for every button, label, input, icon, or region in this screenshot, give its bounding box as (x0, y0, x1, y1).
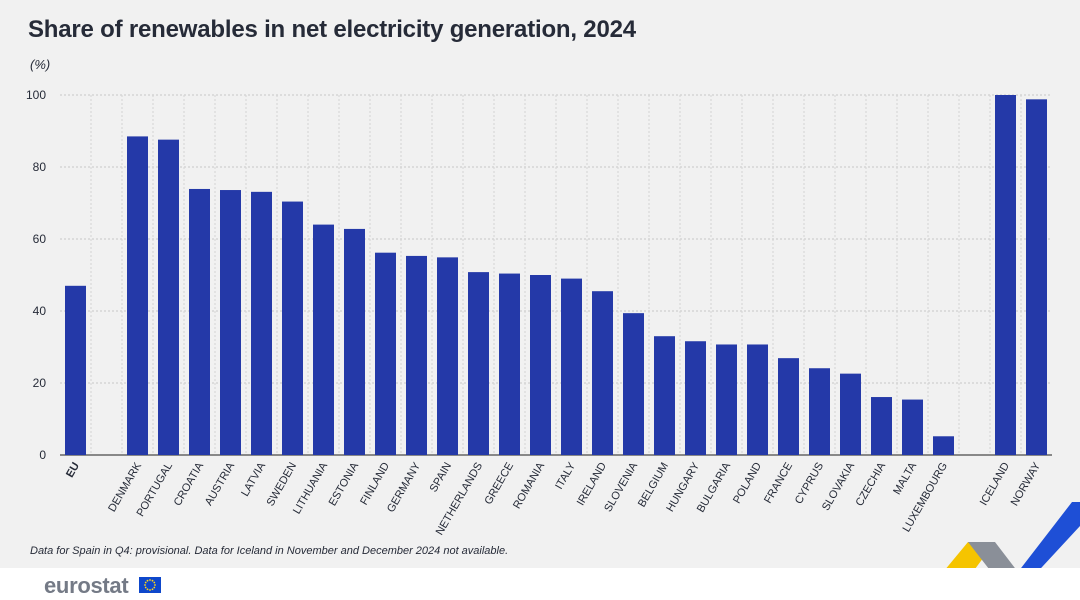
bar-belgium (654, 336, 675, 455)
y-axis-unit: (%) (30, 57, 51, 72)
x-tick-label-ireland: IRELAND (575, 460, 609, 507)
y-tick-label: 80 (33, 160, 47, 174)
bar-malta (902, 399, 923, 455)
x-tick-label-latvia: LATVIA (239, 460, 268, 499)
bar-italy (561, 278, 582, 455)
x-tick-label-austria: AUSTRIA (203, 460, 238, 508)
eu-flag-icon (139, 577, 161, 593)
x-tick-label-poland: POLAND (731, 460, 764, 505)
bar-slovenia (623, 313, 644, 455)
x-tick-label-eu: EU (64, 460, 82, 479)
x-tick-label-sweden: SWEDEN (265, 460, 300, 508)
bar-luxembourg (933, 436, 954, 455)
x-tick-label-france: FRANCE (762, 461, 795, 506)
bar-poland (747, 344, 768, 455)
x-tick-label-cyprus: CYPRUS (793, 461, 826, 507)
bar-lithuania (313, 224, 334, 455)
y-tick-label: 0 (39, 448, 46, 462)
bar-slovakia (840, 373, 861, 455)
x-tick-label-greece: GREECE (482, 461, 516, 507)
y-tick-label: 100 (26, 88, 46, 102)
bar-romania (530, 275, 551, 455)
x-tick-label-belgium: BELGIUM (636, 461, 671, 510)
x-tick-label-croatia: CROATIA (172, 460, 207, 508)
bar-cyprus (809, 368, 830, 455)
x-tick-label-spain: SPAIN (428, 460, 455, 494)
bar-ireland (592, 291, 613, 455)
y-tick-label: 40 (33, 304, 47, 318)
bar-iceland (995, 95, 1016, 455)
footer-bar (0, 568, 1080, 600)
x-tick-label-estonia: ESTONIA (327, 460, 362, 508)
bar-eu (65, 285, 86, 455)
x-tick-label-slovakia: SLOVAKIA (820, 460, 858, 513)
bar-denmark (127, 136, 148, 455)
y-tick-label: 60 (33, 232, 47, 246)
bar-netherlands (468, 272, 489, 455)
chart-title: Share of renewables in net electricity g… (28, 16, 636, 43)
bar-austria (220, 190, 241, 456)
bar-portugal (158, 139, 179, 455)
bar-france (778, 358, 799, 455)
x-tick-label-finland: FINLAND (358, 460, 392, 507)
x-tick-label-italy: ITALY (553, 460, 578, 492)
bar-spain (437, 257, 458, 455)
bar-norway (1026, 99, 1047, 455)
x-tick-label-malta: MALTA (891, 460, 919, 497)
bar-croatia (189, 188, 210, 455)
eurostat-logo: eurostat (44, 573, 129, 598)
x-tick-label-romania: ROMANIA (511, 460, 547, 511)
bar-germany (406, 255, 427, 455)
bar-czechia (871, 397, 892, 455)
y-tick-label: 20 (33, 376, 47, 390)
bar-greece (499, 273, 520, 455)
footnote: Data for Spain in Q4: provisional. Data … (30, 545, 509, 557)
bar-sweden (282, 201, 303, 455)
bar-hungary (685, 341, 706, 455)
bar-estonia (344, 228, 365, 455)
x-tick-label-czechia: CZECHIA (854, 460, 889, 508)
bar-bulgaria (716, 344, 737, 455)
bar-latvia (251, 191, 272, 455)
bar-finland (375, 252, 396, 455)
